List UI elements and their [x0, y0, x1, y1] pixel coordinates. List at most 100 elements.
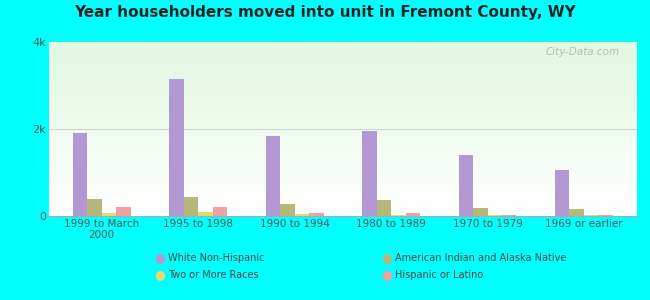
Bar — [49, 122, 637, 123]
Bar — [49, 202, 637, 203]
Text: ●: ● — [154, 251, 164, 265]
Bar — [49, 72, 637, 73]
Bar — [49, 69, 637, 70]
Bar — [49, 62, 637, 63]
Bar — [49, 181, 637, 182]
Bar — [49, 76, 637, 77]
Bar — [49, 48, 637, 49]
Bar — [459, 155, 473, 216]
Bar — [391, 215, 406, 216]
Bar — [49, 61, 637, 62]
Bar — [49, 95, 637, 96]
Bar — [49, 58, 637, 59]
Bar — [49, 171, 637, 172]
Bar — [49, 146, 637, 147]
Bar — [49, 174, 637, 175]
Bar — [49, 213, 637, 214]
Bar — [49, 123, 637, 124]
Bar — [49, 68, 637, 69]
Bar — [49, 140, 637, 141]
Bar — [49, 94, 637, 95]
Bar — [49, 187, 637, 188]
Bar — [49, 145, 637, 146]
Bar — [362, 131, 376, 216]
Bar — [49, 189, 637, 190]
Bar — [49, 151, 637, 152]
Bar — [473, 208, 488, 216]
Bar — [49, 126, 637, 127]
Bar — [49, 204, 637, 205]
Bar — [49, 131, 637, 132]
Bar — [49, 117, 637, 118]
Bar — [49, 127, 637, 128]
Bar — [49, 81, 637, 82]
Bar — [49, 44, 637, 45]
Bar — [49, 166, 637, 167]
Bar — [49, 156, 637, 157]
Bar — [49, 167, 637, 168]
Bar — [102, 212, 116, 216]
Bar — [49, 194, 637, 195]
Bar — [49, 133, 637, 134]
Bar — [49, 121, 637, 122]
Bar — [213, 207, 227, 216]
Bar — [49, 173, 637, 174]
Bar — [49, 80, 637, 81]
Bar — [49, 56, 637, 57]
Bar — [49, 85, 637, 86]
Bar — [49, 97, 637, 98]
Bar — [49, 49, 637, 50]
Bar — [49, 163, 637, 164]
Bar — [49, 160, 637, 161]
Bar — [49, 169, 637, 170]
Bar — [49, 214, 637, 215]
Bar — [49, 92, 637, 93]
Bar — [87, 200, 102, 216]
Bar — [49, 78, 637, 79]
Bar — [49, 88, 637, 89]
Bar — [49, 165, 637, 166]
Bar — [49, 67, 637, 68]
Bar — [49, 103, 637, 104]
Bar — [49, 59, 637, 60]
Bar — [49, 144, 637, 145]
Bar — [49, 132, 637, 133]
Bar — [49, 170, 637, 171]
Bar — [49, 212, 637, 213]
Bar — [49, 136, 637, 137]
Bar — [49, 155, 637, 156]
Bar — [49, 50, 637, 51]
Bar — [488, 215, 502, 216]
Bar — [49, 105, 637, 106]
Text: City-Data.com: City-Data.com — [545, 47, 619, 57]
Bar — [49, 100, 637, 101]
Bar — [49, 98, 637, 99]
Bar — [49, 164, 637, 165]
Bar — [49, 116, 637, 117]
Bar — [49, 89, 637, 90]
Bar — [49, 149, 637, 150]
Bar — [49, 208, 637, 209]
Bar — [49, 184, 637, 185]
Bar — [49, 124, 637, 125]
Bar — [376, 200, 391, 216]
Bar — [49, 168, 637, 169]
Bar — [49, 198, 637, 199]
Bar — [49, 209, 637, 210]
Bar — [49, 45, 637, 46]
Bar — [49, 176, 637, 177]
Bar — [599, 215, 613, 216]
Text: ●: ● — [154, 268, 164, 281]
Text: Hispanic or Latino: Hispanic or Latino — [395, 269, 484, 280]
Bar — [49, 82, 637, 83]
Bar — [49, 83, 637, 84]
Bar — [49, 120, 637, 121]
Bar — [49, 111, 637, 112]
Bar — [49, 172, 637, 173]
Bar — [49, 207, 637, 208]
Bar — [49, 129, 637, 130]
Bar — [49, 60, 637, 61]
Bar — [49, 201, 637, 202]
Bar — [49, 104, 637, 105]
Bar — [49, 70, 637, 71]
